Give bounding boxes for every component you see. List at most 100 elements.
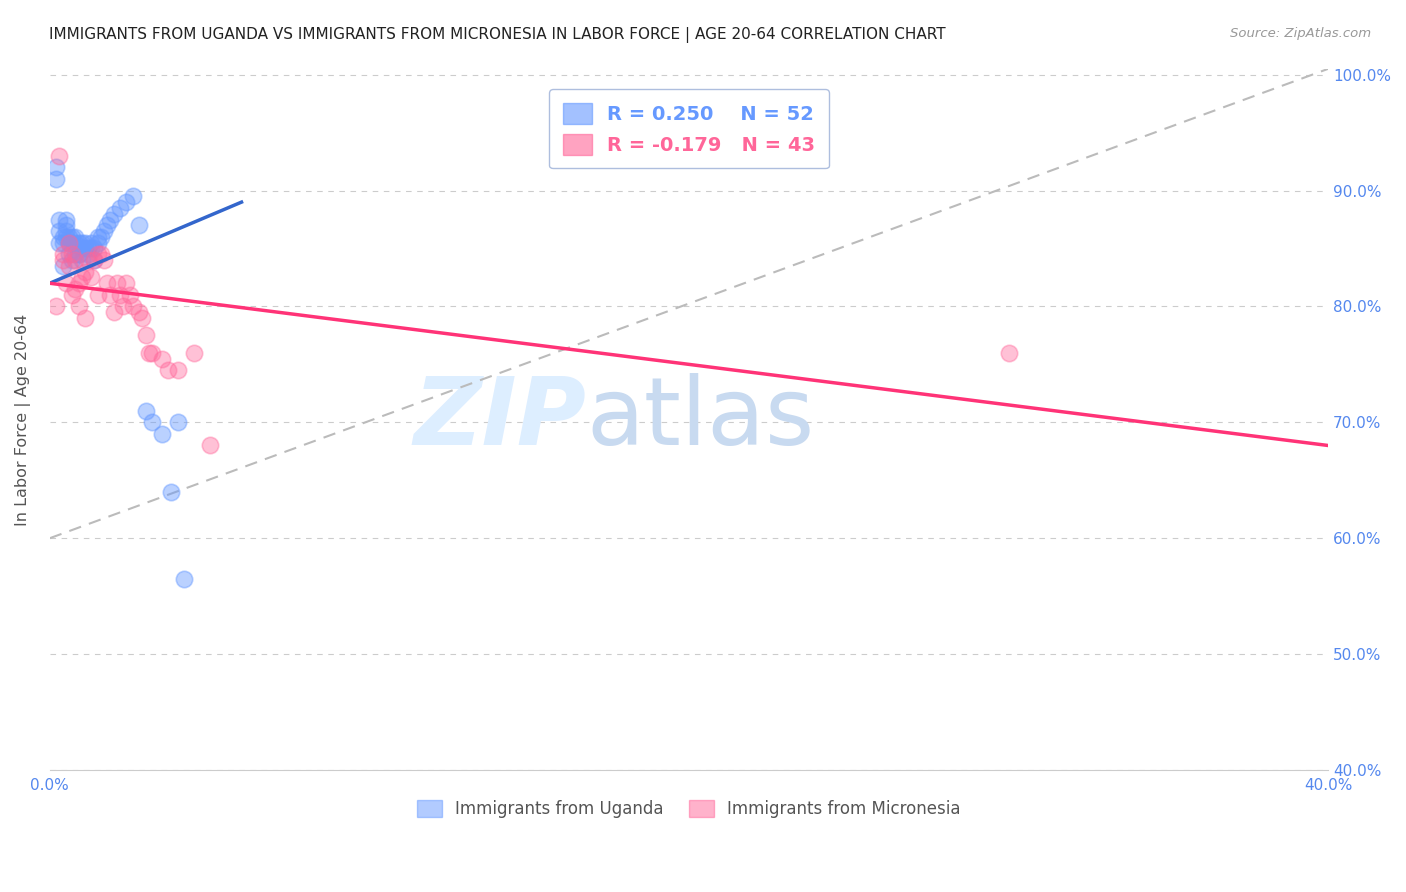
Legend: Immigrants from Uganda, Immigrants from Micronesia: Immigrants from Uganda, Immigrants from …: [411, 793, 967, 825]
Point: [60, 288, 83, 302]
Point: [73, 311, 96, 326]
Point: [65, 282, 87, 296]
Point: [166, 415, 188, 429]
Point: [83, 253, 105, 268]
Point: [65, 235, 87, 250]
Point: [96, 219, 118, 233]
Point: [65, 230, 87, 244]
Point: [112, 300, 135, 314]
Y-axis label: In Labor Force | Age 20-64: In Labor Force | Age 20-64: [15, 313, 31, 525]
Point: [108, 201, 131, 215]
Point: [48, 235, 70, 250]
Point: [67, 247, 90, 261]
Point: [108, 288, 131, 302]
Point: [997, 345, 1019, 359]
Point: [65, 247, 87, 261]
Point: [51, 253, 73, 268]
Point: [70, 270, 93, 285]
Point: [93, 253, 115, 268]
Point: [80, 270, 103, 285]
Point: [77, 247, 100, 261]
Point: [73, 242, 96, 256]
Point: [105, 277, 128, 291]
Point: [73, 235, 96, 250]
Point: [60, 253, 83, 268]
Text: IMMIGRANTS FROM UGANDA VS IMMIGRANTS FROM MICRONESIA IN LABOR FORCE | AGE 20-64 : IMMIGRANTS FROM UGANDA VS IMMIGRANTS FRO…: [49, 27, 946, 43]
Point: [58, 230, 80, 244]
Point: [118, 288, 141, 302]
Text: Source: ZipAtlas.com: Source: ZipAtlas.com: [1230, 27, 1371, 40]
Text: ZIP: ZIP: [413, 374, 586, 466]
Point: [115, 277, 138, 291]
Text: atlas: atlas: [586, 374, 815, 466]
Point: [65, 253, 87, 268]
Point: [48, 149, 70, 163]
Point: [51, 247, 73, 261]
Point: [160, 484, 183, 499]
Point: [80, 242, 103, 256]
Point: [128, 219, 150, 233]
Point: [100, 288, 122, 302]
Point: [173, 572, 195, 586]
Point: [58, 235, 80, 250]
Point: [90, 230, 112, 244]
Point: [73, 265, 96, 279]
Point: [45, 300, 67, 314]
Point: [135, 328, 157, 343]
Point: [55, 219, 77, 233]
Point: [58, 235, 80, 250]
Point: [96, 277, 118, 291]
Point: [48, 224, 70, 238]
Point: [67, 247, 90, 261]
Point: [51, 259, 73, 273]
Point: [45, 172, 67, 186]
Point: [141, 415, 163, 429]
Point: [60, 230, 83, 244]
Point: [60, 235, 83, 250]
Point: [103, 305, 125, 319]
Point: [86, 230, 108, 244]
Point: [121, 300, 143, 314]
Point: [150, 351, 173, 366]
Point: [183, 345, 205, 359]
Point: [80, 235, 103, 250]
Point: [70, 235, 93, 250]
Point: [70, 242, 93, 256]
Point: [58, 259, 80, 273]
Point: [67, 300, 90, 314]
Point: [135, 403, 157, 417]
Point: [166, 363, 188, 377]
Point: [115, 195, 138, 210]
Point: [156, 363, 179, 377]
Point: [55, 277, 77, 291]
Point: [131, 311, 153, 326]
Point: [138, 345, 160, 359]
Point: [77, 242, 100, 256]
Point: [86, 247, 108, 261]
Point: [150, 426, 173, 441]
Point: [90, 247, 112, 261]
Point: [86, 288, 108, 302]
Point: [60, 247, 83, 261]
Point: [55, 212, 77, 227]
Point: [128, 305, 150, 319]
Point: [55, 230, 77, 244]
Point: [103, 207, 125, 221]
Point: [55, 224, 77, 238]
Point: [58, 247, 80, 261]
Point: [51, 230, 73, 244]
Point: [51, 235, 73, 250]
Point: [141, 345, 163, 359]
Point: [45, 161, 67, 175]
Point: [67, 235, 90, 250]
Point: [86, 235, 108, 250]
Point: [77, 253, 100, 268]
Point: [198, 438, 221, 452]
Point: [100, 212, 122, 227]
Point: [48, 212, 70, 227]
Point: [83, 242, 105, 256]
Point: [67, 277, 90, 291]
Point: [70, 253, 93, 268]
Point: [83, 253, 105, 268]
Point: [121, 189, 143, 203]
